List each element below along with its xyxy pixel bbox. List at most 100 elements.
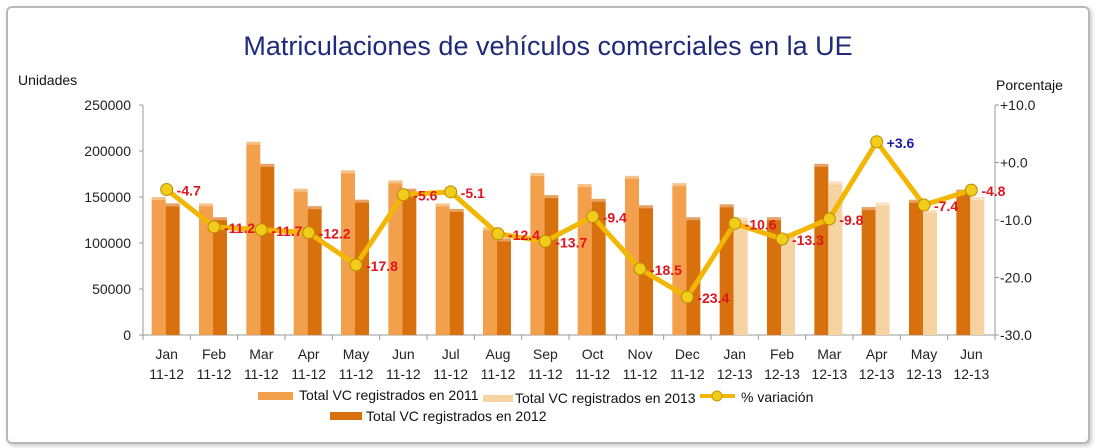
variation-marker [491, 227, 505, 241]
x-tick-label: Mar [249, 346, 273, 362]
bar-highlight [260, 163, 275, 167]
x-tick-label: Apr [866, 346, 888, 362]
x-tick-label-period: 11-12 [623, 366, 658, 382]
bar-2013 [923, 209, 937, 335]
variation-data-label: -17.8 [366, 258, 398, 274]
variation-data-label: -10.6 [745, 216, 777, 232]
bar-2013 [781, 232, 795, 335]
bar-2011 [435, 203, 450, 335]
x-tick-label: Sep [533, 346, 558, 362]
variation-data-label: -7.4 [934, 198, 958, 214]
bar-2012 [814, 163, 829, 335]
bar-highlight [875, 202, 890, 206]
bar-2012 [591, 198, 606, 335]
x-tick-label-period: 11-12 [670, 366, 705, 382]
variation-data-label: -11.7 [271, 223, 302, 239]
bar-2011 [577, 184, 592, 335]
x-tick-label-period: 11-12 [481, 366, 516, 382]
x-tick-label: Feb [770, 346, 794, 362]
bar-highlight [151, 197, 166, 200]
bar-2011 [672, 183, 687, 335]
x-tick-label-period: 11-12 [528, 366, 563, 382]
bar-2011 [625, 175, 639, 335]
variation-data-label: -18.5 [650, 262, 682, 278]
variation-marker [917, 198, 931, 212]
variation-data-label: -11.2 [224, 220, 255, 236]
x-tick-label: Jan [155, 346, 178, 362]
legend-swatch-2011 [258, 392, 293, 400]
x-tick-label: May [343, 346, 369, 362]
variation-data-label: -4.8 [981, 183, 1005, 199]
variation-marker [160, 183, 174, 197]
bar-highlight [213, 217, 227, 221]
y2-tick-label: -10.0 [1000, 212, 1032, 228]
variation-data-label: +3.6 [887, 135, 915, 151]
bar-highlight [861, 207, 876, 211]
x-tick-label: Jun [392, 346, 415, 362]
x-tick-label-period: 11-12 [433, 366, 468, 382]
bar-highlight [199, 203, 213, 207]
variation-data-label: -12.2 [319, 226, 351, 242]
variation-marker [680, 290, 694, 304]
variation-marker [396, 188, 410, 202]
bar-highlight [341, 170, 355, 174]
bar-2012 [402, 188, 417, 335]
bar-highlight [435, 203, 450, 207]
chart-border [6, 6, 1090, 444]
y-tick-label: 250000 [84, 97, 131, 113]
y2-axis-label: Porcentaje [996, 77, 1063, 93]
bar-2011 [246, 141, 261, 335]
bar-2011 [530, 173, 545, 335]
legend-label-2013: Total VC registrados en 2013 [515, 390, 696, 406]
bar-highlight [970, 197, 985, 200]
legend-label-2011: Total VC registrados en 2011 [299, 387, 479, 403]
bar-highlight [246, 141, 261, 145]
bar-2011 [388, 180, 403, 335]
bar-2012 [260, 163, 275, 335]
bar-2013 [970, 197, 985, 335]
x-tick-label: May [911, 346, 937, 362]
y-tick-label: 50000 [92, 281, 131, 297]
bar-2011 [293, 188, 308, 335]
legend-label-2012: Total VC registrados en 2012 [366, 408, 547, 424]
bar-2011 [199, 203, 213, 335]
x-tick-label: Jun [960, 346, 983, 362]
bar-highlight [497, 238, 511, 242]
variation-marker [633, 262, 647, 276]
bar-2012 [909, 199, 923, 335]
bar-highlight [402, 188, 417, 192]
variation-data-label: -5.6 [413, 188, 437, 204]
bar-highlight [639, 205, 653, 209]
variation-data-label: -9.8 [839, 212, 863, 228]
bar-2012 [956, 189, 971, 335]
bar-highlight [293, 188, 308, 192]
bar-highlight [591, 198, 606, 202]
x-tick-label-period: 12-13 [906, 366, 942, 382]
variation-marker [207, 220, 221, 234]
bar-2011 [151, 197, 166, 335]
x-tick-label: Mar [817, 346, 841, 362]
variation-marker [302, 226, 316, 240]
x-tick-label-period: 12-13 [859, 366, 895, 382]
variation-marker [254, 223, 268, 237]
y2-tick-label: +0.0 [1000, 155, 1028, 171]
chart-title: Matriculaciones de vehículos comerciales… [243, 31, 852, 61]
y2-tick-label: -20.0 [1000, 270, 1032, 286]
bar-highlight [672, 183, 687, 187]
bar-2012 [449, 208, 464, 335]
bar-highlight [625, 175, 639, 179]
bar-highlight [577, 184, 592, 188]
x-tick-label-period: 11-12 [244, 366, 279, 382]
variation-marker [870, 135, 884, 149]
variation-data-label: -13.7 [555, 234, 587, 250]
x-tick-label: Apr [298, 346, 320, 362]
y2-tick-label: +10.0 [1000, 97, 1036, 113]
bar-highlight [814, 163, 829, 167]
x-tick-label: Jan [723, 346, 746, 362]
y-tick-label: 100000 [84, 235, 131, 251]
bar-highlight [909, 199, 923, 203]
bar-highlight [719, 204, 734, 208]
y-tick-label: 150000 [84, 189, 131, 205]
bar-highlight [449, 208, 464, 212]
